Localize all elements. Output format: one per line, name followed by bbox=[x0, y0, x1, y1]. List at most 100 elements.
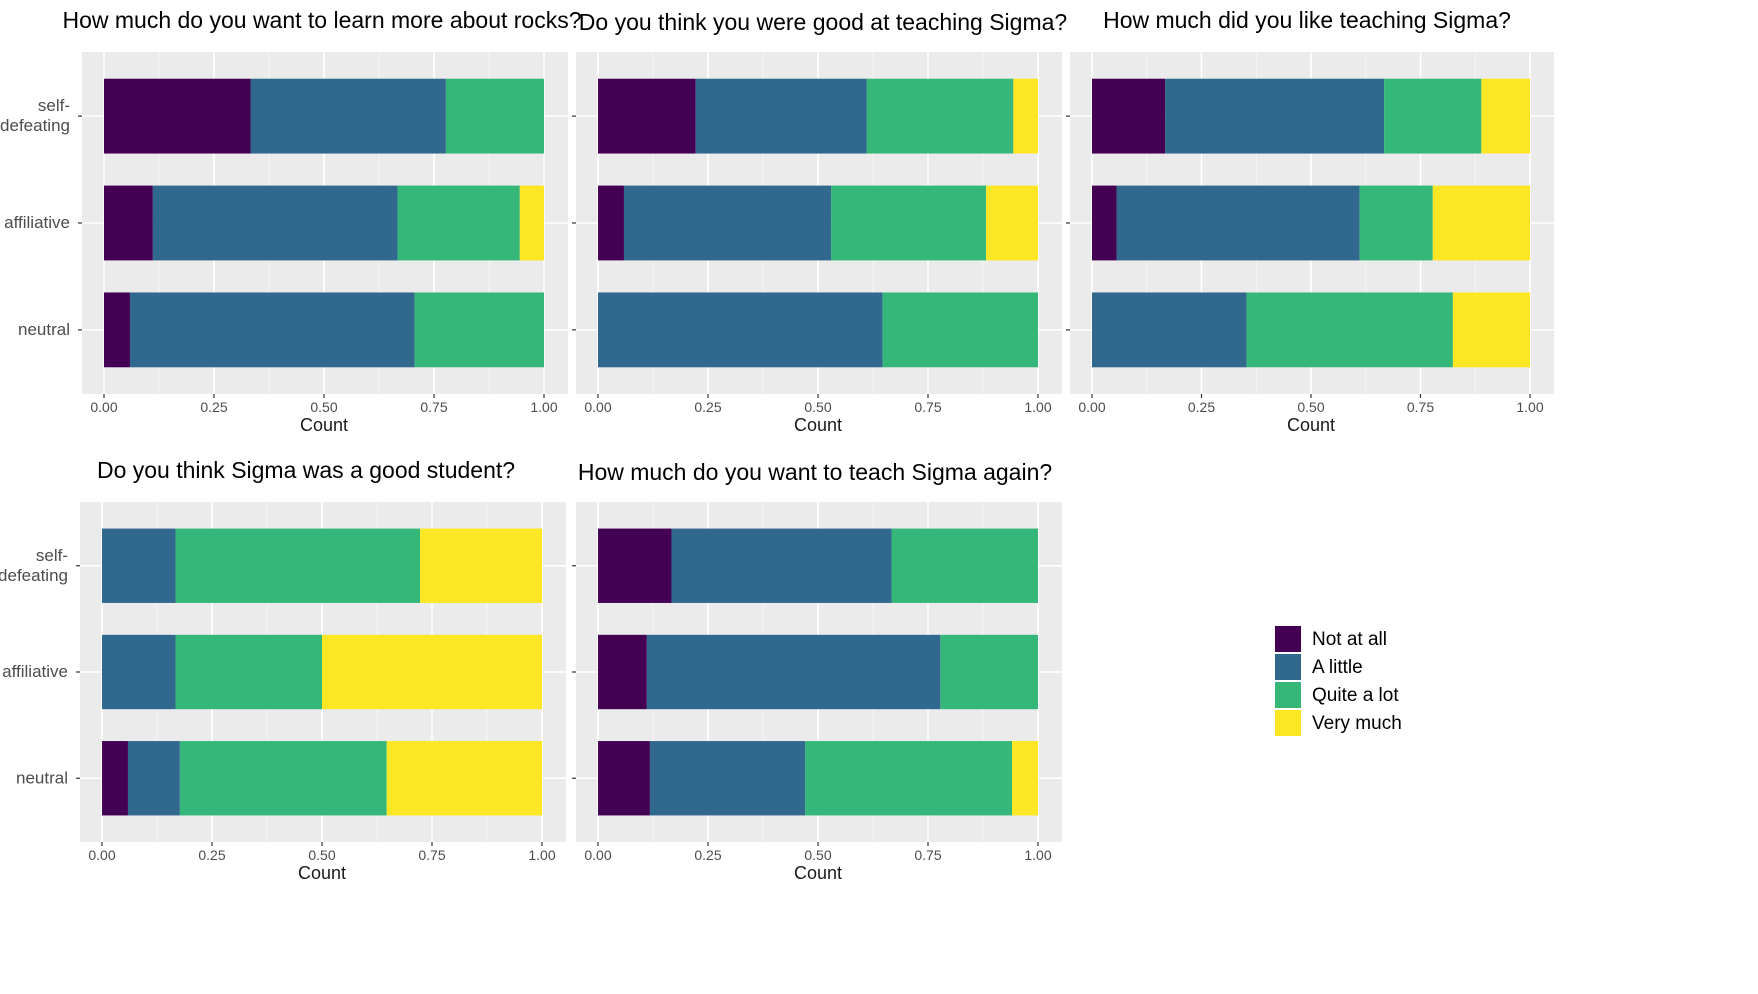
bar-quite-a-lot-neutral bbox=[882, 292, 1038, 368]
legend-label-not-at-all: Not at all bbox=[1312, 629, 1387, 650]
category-label-neutral: neutral bbox=[16, 768, 68, 787]
bar-a-little-neutral bbox=[127, 741, 180, 816]
bar-not-at-all-neutral bbox=[102, 741, 128, 816]
bar-very-much-self-defeating bbox=[420, 528, 542, 603]
bar-quite-a-lot-affiliative bbox=[1359, 185, 1433, 261]
bar-quite-a-lot-self-defeating bbox=[175, 528, 421, 603]
x-axis-title: Count bbox=[298, 863, 346, 883]
x-tick-label: 1.00 bbox=[1516, 399, 1543, 415]
legend-label-a-little: A little bbox=[1312, 657, 1363, 678]
chart-title: How much do you want to teach Sigma agai… bbox=[578, 459, 1052, 485]
bar-quite-a-lot-affiliative bbox=[831, 185, 987, 261]
bar-not-at-all-neutral bbox=[104, 292, 130, 368]
category-label-neutral: neutral bbox=[18, 320, 70, 339]
x-tick-label: 0.00 bbox=[584, 399, 611, 415]
bar-a-little-self-defeating bbox=[671, 528, 892, 603]
category-label-self-defeating: self-defeating bbox=[0, 96, 70, 135]
chart-panel-3: 0.00 0.25 0.50 0.75 1.00 Count How much did yo… bbox=[1066, 7, 1554, 435]
bar-very-much-neutral bbox=[1012, 741, 1038, 816]
bar-not-at-all-self-defeating bbox=[598, 528, 672, 603]
bar-quite-a-lot-neutral bbox=[179, 741, 387, 816]
x-tick-label: 0.75 bbox=[914, 847, 941, 863]
bar-a-little-affiliative bbox=[102, 634, 176, 710]
bar-quite-a-lot-neutral bbox=[1246, 292, 1453, 368]
x-tick-label: 0.25 bbox=[1188, 399, 1215, 415]
bar-very-much-affiliative bbox=[519, 185, 544, 261]
bar-not-at-all-affiliative bbox=[598, 634, 647, 710]
bar-a-little-affiliative bbox=[623, 185, 832, 261]
bar-quite-a-lot-neutral bbox=[805, 741, 1013, 816]
x-tick-label: 0.00 bbox=[584, 847, 611, 863]
bar-a-little-neutral bbox=[649, 741, 806, 816]
bar-a-little-affiliative bbox=[152, 185, 398, 261]
x-tick-label: 0.50 bbox=[804, 399, 831, 415]
chart-title: How much do you want to learn more about… bbox=[62, 7, 581, 33]
bar-quite-a-lot-self-defeating bbox=[1384, 78, 1482, 154]
x-tick-label: 0.75 bbox=[914, 399, 941, 415]
chart-title: Do you think you were good at teaching S… bbox=[579, 9, 1067, 35]
bar-a-little-self-defeating bbox=[250, 78, 446, 154]
bar-a-little-self-defeating bbox=[1165, 78, 1385, 154]
bar-very-much-neutral bbox=[386, 741, 542, 816]
chart-panel-2: 0.00 0.25 0.50 0.75 1.00 Count Do you think yo… bbox=[572, 9, 1067, 435]
x-axis-title: Count bbox=[794, 863, 842, 883]
bar-a-little-self-defeating bbox=[102, 528, 176, 603]
x-tick-label: 0.50 bbox=[310, 399, 337, 415]
x-tick-label: 0.50 bbox=[1297, 399, 1324, 415]
x-tick-label: 1.00 bbox=[530, 399, 557, 415]
chart-panel-4: self-defeating affiliative neutral 0.00 0.25… bbox=[0, 457, 566, 883]
category-label-self-defeating: self-defeating bbox=[0, 546, 68, 585]
bar-a-little-self-defeating bbox=[695, 78, 867, 154]
bar-quite-a-lot-self-defeating bbox=[445, 78, 544, 154]
chart-panel-1: self-defeating affiliative neutral 0.00 0.25… bbox=[0, 7, 581, 435]
legend-label-quite-a-lot: Quite a lot bbox=[1312, 685, 1399, 706]
bar-a-little-neutral bbox=[1092, 292, 1247, 368]
x-tick-label: 0.50 bbox=[308, 847, 335, 863]
category-label-affiliative: affiliative bbox=[4, 213, 70, 232]
x-tick-label: 0.25 bbox=[694, 399, 721, 415]
bar-not-at-all-affiliative bbox=[1092, 185, 1117, 261]
x-tick-label: 0.00 bbox=[1078, 399, 1105, 415]
bar-very-much-affiliative bbox=[322, 634, 542, 710]
bar-not-at-all-affiliative bbox=[598, 185, 624, 261]
x-axis-title: Count bbox=[794, 415, 842, 435]
bar-quite-a-lot-self-defeating bbox=[891, 528, 1038, 603]
bar-a-little-neutral bbox=[598, 292, 883, 368]
x-axis-title: Count bbox=[300, 415, 348, 435]
bar-quite-a-lot-neutral bbox=[414, 292, 544, 368]
legend-swatch-not-at-all bbox=[1275, 626, 1301, 652]
x-tick-label: 1.00 bbox=[1024, 847, 1051, 863]
x-axis-title: Count bbox=[1287, 415, 1335, 435]
x-tick-label: 0.00 bbox=[90, 399, 117, 415]
x-tick-label: 1.00 bbox=[1024, 399, 1051, 415]
bar-not-at-all-affiliative bbox=[104, 185, 153, 261]
bar-not-at-all-self-defeating bbox=[104, 78, 251, 154]
x-tick-label: 0.25 bbox=[200, 399, 227, 415]
x-tick-label: 0.75 bbox=[1407, 399, 1434, 415]
x-tick-label: 0.75 bbox=[420, 399, 447, 415]
legend-label-very-much: Very much bbox=[1312, 713, 1402, 734]
x-tick-label: 0.50 bbox=[804, 847, 831, 863]
chart-title: How much did you like teaching Sigma? bbox=[1103, 7, 1511, 33]
bar-very-much-self-defeating bbox=[1013, 78, 1038, 154]
bar-quite-a-lot-affiliative bbox=[940, 634, 1038, 710]
chart-title: Do you think Sigma was a good student? bbox=[97, 457, 515, 483]
x-tick-label: 1.00 bbox=[528, 847, 555, 863]
bar-not-at-all-self-defeating bbox=[1092, 78, 1166, 154]
bar-quite-a-lot-affiliative bbox=[397, 185, 520, 261]
bar-very-much-affiliative bbox=[1432, 185, 1530, 261]
bar-very-much-self-defeating bbox=[1481, 78, 1530, 154]
bar-a-little-affiliative bbox=[1116, 185, 1360, 261]
x-tick-label: 0.00 bbox=[88, 847, 115, 863]
bar-not-at-all-neutral bbox=[598, 741, 650, 816]
bar-a-little-neutral bbox=[129, 292, 415, 368]
legend-swatch-quite-a-lot bbox=[1275, 682, 1301, 708]
bar-a-little-affiliative bbox=[646, 634, 941, 710]
x-tick-label: 0.25 bbox=[694, 847, 721, 863]
bar-quite-a-lot-affiliative bbox=[175, 634, 322, 710]
legend: Not at all A little Quite a lot Very much bbox=[1275, 626, 1402, 736]
bar-quite-a-lot-self-defeating bbox=[866, 78, 1014, 154]
legend-swatch-a-little bbox=[1275, 654, 1301, 680]
bar-very-much-affiliative bbox=[986, 185, 1038, 261]
